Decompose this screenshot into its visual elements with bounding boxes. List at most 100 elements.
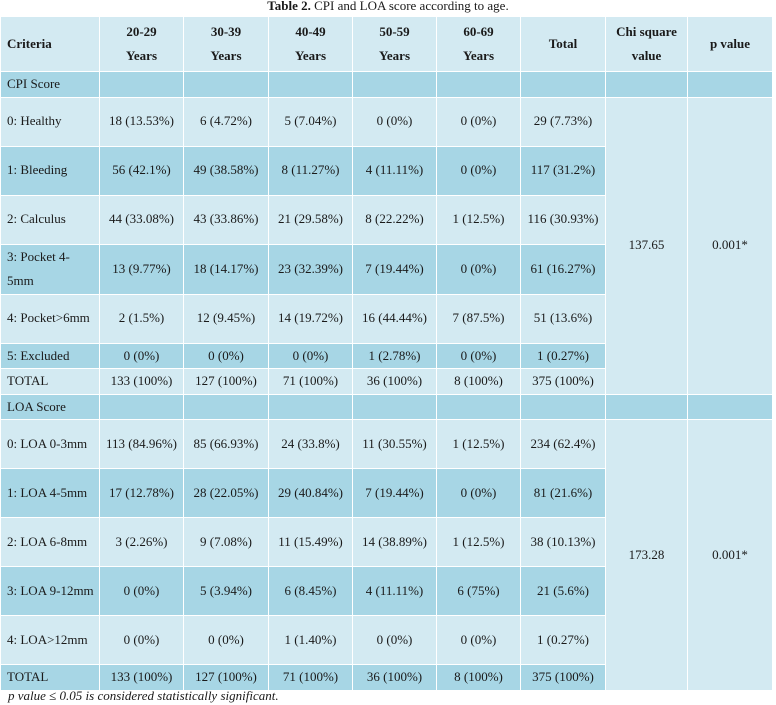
age-group-cell: 43 (33.86%) [183, 194, 269, 245]
total-cell: 61 (16.27%) [520, 243, 606, 295]
age-group-cell: 14 (19.72%) [268, 293, 353, 344]
row-criteria: 3: LOA 9-12mm [0, 566, 100, 616]
age-group-cell: 0 (0%) [436, 615, 521, 665]
age-group-cell: 133 (100%) [99, 368, 184, 395]
row-criteria: TOTAL [0, 368, 100, 395]
total-cell: 117 (31.2%) [520, 145, 606, 196]
table-footnote: p value ≤ 0.05 is considered statistical… [8, 688, 279, 703]
total-cell: 375 (100%) [520, 368, 606, 395]
loa-p-value: 0.001* [687, 419, 773, 691]
age-group-cell: 1 (12.5%) [436, 419, 521, 469]
age-group-cell: 5 (7.04%) [268, 96, 353, 147]
age-group-cell: 23 (32.39%) [268, 243, 353, 295]
age-group-cell: 0 (0%) [99, 342, 184, 369]
age-group-cell: 14 (38.89%) [352, 517, 437, 567]
table-row: 3: Pocket 4-5mm 13 (9.77%) 18 (14.17%) 23 (… [0, 243, 773, 295]
age-group-cell: 18 (14.17%) [183, 243, 269, 295]
table-title: CPI and LOA score according to age. [310, 0, 509, 13]
age-group-cell: 0 (0%) [183, 615, 269, 665]
header-row: Criteria 20-29 Years 30-39 Years 40-49 Year… [0, 16, 773, 72]
age-group-cell: 0 (0%) [352, 615, 437, 665]
cpi-section-label: CPI Score [0, 71, 100, 98]
header-age-unit: Years [294, 48, 327, 63]
age-group-cell: 0 (0%) [436, 468, 521, 518]
age-group-cell: 16 (44.44%) [352, 293, 437, 344]
table-row: 1: LOA 4-5mm 17 (12.78%) 28 (22.05%) 29 (40… [0, 468, 773, 518]
age-group-cell: 71 (100%) [268, 664, 353, 691]
age-group-cell: 9 (7.08%) [183, 517, 269, 567]
age-group-cell: 1 (2.78%) [352, 342, 437, 369]
empty-cell [436, 393, 521, 420]
header-age-range: 50-59 [379, 23, 410, 39]
age-group-cell: 8 (100%) [436, 664, 521, 691]
age-group-cell: 0 (0%) [183, 342, 269, 369]
total-cell: 29 (7.73%) [520, 96, 606, 147]
age-group-cell: 1 (12.5%) [436, 517, 521, 567]
cpi-loa-table: Criteria 20-29 Years 30-39 Years 40-49 Year… [0, 16, 773, 691]
empty-cell [436, 71, 521, 98]
table-caption: Table 2. CPI and LOA score according to … [0, 0, 776, 14]
age-group-cell: 85 (66.93%) [183, 419, 269, 469]
header-chi-square: Chi square value [605, 16, 688, 72]
age-group-cell: 11 (15.49%) [268, 517, 353, 567]
total-cell: 21 (5.6%) [520, 566, 606, 616]
header-age-range: 40-49 [295, 23, 326, 39]
table-row: 0: Healthy 18 (13.53%) 6 (4.72%) 5 (7.04%) 0… [0, 96, 773, 395]
age-group-cell: 3 (2.26%) [99, 517, 184, 567]
age-group-cell: 0 (0%) [99, 615, 184, 665]
age-group-cell: 1 (12.5%) [436, 194, 521, 245]
empty-cell [520, 71, 606, 98]
age-group-cell: 7 (19.44%) [352, 468, 437, 518]
age-group-cell: 8 (11.27%) [268, 145, 353, 196]
age-group-cell: 0 (0%) [436, 96, 521, 147]
row-criteria: 0: Healthy [0, 96, 100, 147]
cpi-chi-square-value: 137.65 [605, 96, 688, 395]
age-group-cell: 17 (12.78%) [99, 468, 184, 518]
header-age-unit: Years [125, 48, 158, 63]
row-criteria: 5: Excluded [0, 342, 100, 369]
cpi-p-value: 0.001* [687, 96, 773, 395]
age-group-cell: 8 (100%) [436, 368, 521, 395]
loa-section-label: LOA Score [0, 393, 100, 420]
table-row: TOTAL 133 (100%) 127 (100%) 71 (100%) 36 (10… [0, 664, 773, 691]
age-group-cell: 5 (3.94%) [183, 566, 269, 616]
age-group-cell: 6 (4.72%) [183, 96, 269, 147]
age-group-cell: 2 (1.5%) [99, 293, 184, 344]
total-cell: 51 (13.6%) [520, 293, 606, 344]
age-group-cell: 4 (11.11%) [352, 566, 437, 616]
age-group-cell: 133 (100%) [99, 664, 184, 691]
empty-cell [183, 71, 269, 98]
header-age-range: 20-29 [126, 23, 157, 39]
row-criteria: 0: LOA 0-3mm [0, 419, 100, 469]
empty-cell [268, 393, 353, 420]
header-age-unit: Years [210, 48, 242, 63]
table-row: 0: LOA 0-3mm 113 (84.96%) 85 (66.93%) 24 (3… [0, 419, 773, 691]
total-cell: 234 (62.4%) [520, 419, 606, 469]
age-group-cell: 0 (0%) [99, 566, 184, 616]
table-row: 4: Pocket>6mm 2 (1.5%) 12 (9.45%) 14 (19.72… [0, 293, 773, 344]
total-cell: 375 (100%) [520, 664, 606, 691]
age-group-cell: 49 (38.58%) [183, 145, 269, 196]
age-group-cell: 24 (33.8%) [268, 419, 353, 469]
loa-section-row: LOA Score [0, 393, 773, 420]
empty-cell [605, 393, 688, 420]
age-group-cell: 21 (29.58%) [268, 194, 353, 245]
age-group-cell: 71 (100%) [268, 368, 353, 395]
age-group-cell: 11 (30.55%) [352, 419, 437, 469]
age-group-cell: 0 (0%) [436, 145, 521, 196]
header-age-range: 30-39 [210, 23, 242, 39]
header-total: Total [520, 16, 606, 72]
empty-cell [687, 393, 773, 420]
row-criteria: 1: LOA 4-5mm [0, 468, 100, 518]
header-p-value: p value [687, 16, 773, 72]
age-group-cell: 0 (0%) [268, 342, 353, 369]
table-row: 2: Calculus 44 (33.08%) 43 (33.86%) 21 (29.… [0, 194, 773, 245]
age-group-cell: 127 (100%) [183, 664, 269, 691]
empty-cell [99, 71, 184, 98]
header-age-60-69: 60-69 Years [436, 16, 521, 72]
age-group-cell: 0 (0%) [352, 96, 437, 147]
age-group-cell: 113 (84.96%) [99, 419, 184, 469]
table-number: Table 2. [267, 0, 311, 13]
age-group-cell: 0 (0%) [436, 342, 521, 369]
header-age-range: 60-69 [463, 23, 494, 39]
